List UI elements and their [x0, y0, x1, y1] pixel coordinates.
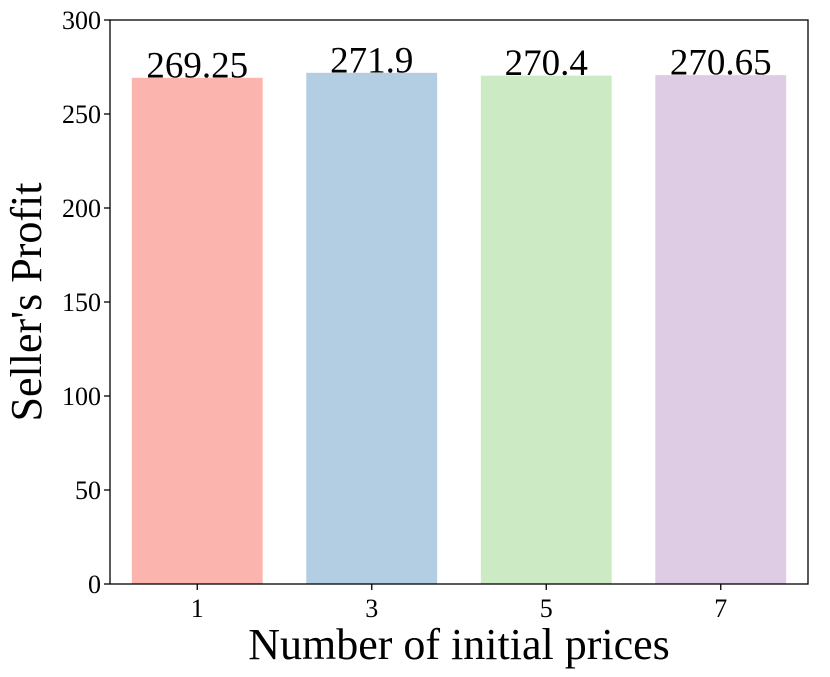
x-tick-label-1: 1: [191, 594, 204, 623]
y-tick-label-250: 250: [62, 100, 101, 129]
x-axis-title: Number of initial prices: [248, 620, 670, 669]
bar-7: [655, 75, 787, 584]
bar-value-label-5: 270.4: [505, 43, 588, 84]
bar-5: [480, 75, 612, 584]
y-tick-label-150: 150: [62, 288, 101, 317]
bar-value-label-7: 270.65: [670, 43, 772, 84]
data-labels: 269.25 271.9 270.4 270.65: [146, 40, 771, 86]
bar-value-label-1: 269.25: [146, 45, 248, 86]
y-tick-label-200: 200: [62, 194, 101, 223]
y-tick-label-100: 100: [62, 382, 101, 411]
y-tick-label-300: 300: [62, 6, 101, 35]
bar-value-label-3: 271.9: [330, 40, 413, 81]
y-tick-label-50: 50: [75, 476, 101, 505]
x-tick-label-5: 5: [540, 594, 553, 623]
y-tick-label-0: 0: [88, 570, 101, 599]
x-tick-label-3: 3: [365, 594, 378, 623]
y-axis-ticks: 0 50 100 150 200 250 300: [62, 6, 110, 599]
y-axis-title: Seller's Profit: [2, 183, 51, 422]
x-tick-label-7: 7: [714, 594, 727, 623]
bar-3: [306, 72, 438, 584]
bar-1: [131, 77, 263, 584]
x-axis-ticks: 1 3 5 7: [191, 584, 727, 623]
bars: [131, 72, 787, 584]
